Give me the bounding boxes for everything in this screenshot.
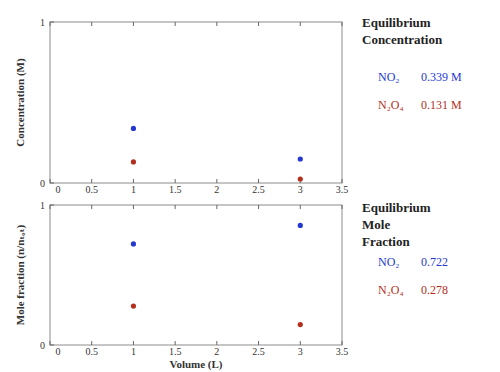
x-tick: [216, 341, 217, 345]
x-axis-label: Volume (L): [169, 358, 222, 371]
x-tick: [342, 205, 343, 209]
x-tick-label: 1: [131, 184, 136, 195]
x-tick: [300, 205, 301, 209]
data-point: [131, 159, 136, 164]
plot-area: [131, 126, 303, 182]
x-tick-label: 1: [131, 346, 136, 357]
x-tick: [133, 179, 134, 183]
x-tick-label: 2.5: [252, 346, 265, 357]
x-tick: [91, 341, 92, 345]
equilibrium-value: 0.278: [421, 283, 448, 297]
y-tick: [50, 22, 54, 23]
x-tick-label: 0: [56, 184, 61, 195]
chart-panel: 0 0.5 1 1.5 2 2.5 3 3.5 0 1 Concentration (M) Equil…: [14, 15, 462, 195]
equilibrium-value: 0.131 M: [421, 98, 462, 112]
x-tick: [50, 179, 51, 183]
x-tick: [216, 179, 217, 183]
y-tick: [50, 345, 54, 346]
y-axis-label: Mole fraction (n/nₜₒₜ): [14, 224, 27, 325]
y-axis-label: Concentration (M): [14, 58, 27, 147]
x-tick-label: 3.5: [336, 184, 349, 195]
x-tick-label: 3: [298, 346, 303, 357]
x-tick: [300, 341, 301, 345]
data-point: [298, 176, 303, 181]
equilibrium-value: 0.722: [421, 255, 448, 269]
y-tick: [50, 205, 54, 206]
x-tick: [258, 179, 259, 183]
y-tick-label: 0: [40, 340, 45, 351]
x-tick: [300, 22, 301, 26]
x-tick: [175, 22, 176, 26]
y-tick: [50, 183, 54, 184]
y-tick-label: 1: [40, 17, 45, 28]
x-tick: [133, 341, 134, 345]
y-tick-label: 0: [40, 178, 45, 189]
x-tick: [50, 22, 51, 26]
data-point: [298, 223, 303, 228]
legend-title: EquilibriumMoleFraction: [362, 200, 431, 249]
x-tick: [258, 22, 259, 26]
x-tick: [175, 205, 176, 209]
x-tick: [133, 205, 134, 209]
x-tick: [258, 205, 259, 209]
x-tick-label: 0: [56, 346, 61, 357]
x-tick-label: 1.5: [169, 346, 182, 357]
x-tick: [342, 341, 343, 345]
x-tick-label: 2.5: [252, 184, 265, 195]
x-tick: [175, 179, 176, 183]
equilibrium-value: 0.339 M: [421, 70, 462, 84]
x-tick: [91, 179, 92, 183]
data-point: [298, 156, 303, 161]
x-tick: [342, 179, 343, 183]
chart-panel: 0 0.5 1 1.5 2 2.5 3 3.5 0 1 Mole fraction (n/nₜₒₜ)…: [14, 200, 448, 371]
plot-area: [131, 223, 303, 327]
x-tick-label: 2: [214, 184, 219, 195]
x-tick: [175, 341, 176, 345]
x-tick: [258, 341, 259, 345]
chart-figure: 00.511.522.533.501Concentration (M)Equil…: [0, 0, 500, 372]
x-tick: [50, 341, 51, 345]
x-tick: [91, 22, 92, 26]
x-tick: [216, 22, 217, 26]
x-tick-label: 3.5: [336, 346, 349, 357]
x-tick-label: 3: [298, 184, 303, 195]
legend-title: EquilibriumConcentration: [362, 15, 443, 47]
data-point: [131, 126, 136, 131]
x-tick: [216, 205, 217, 209]
x-tick: [133, 22, 134, 26]
x-tick: [50, 205, 51, 209]
y-tick-label: 1: [40, 200, 45, 211]
x-tick-label: 0.5: [85, 184, 98, 195]
x-tick-label: 0.5: [85, 346, 98, 357]
legend-label: N₂O₄: [378, 283, 404, 297]
legend-label: NO₂: [378, 255, 400, 269]
x-tick: [342, 22, 343, 26]
x-tick: [91, 205, 92, 209]
data-point: [131, 303, 136, 308]
legend-label: N₂O₄: [378, 98, 404, 112]
data-point: [131, 241, 136, 246]
data-point: [298, 322, 303, 327]
x-tick-label: 2: [214, 346, 219, 357]
legend-label: NO₂: [378, 70, 400, 84]
x-tick-label: 1.5: [169, 184, 182, 195]
plot-frame: [50, 22, 342, 183]
plot-frame: [50, 205, 342, 345]
